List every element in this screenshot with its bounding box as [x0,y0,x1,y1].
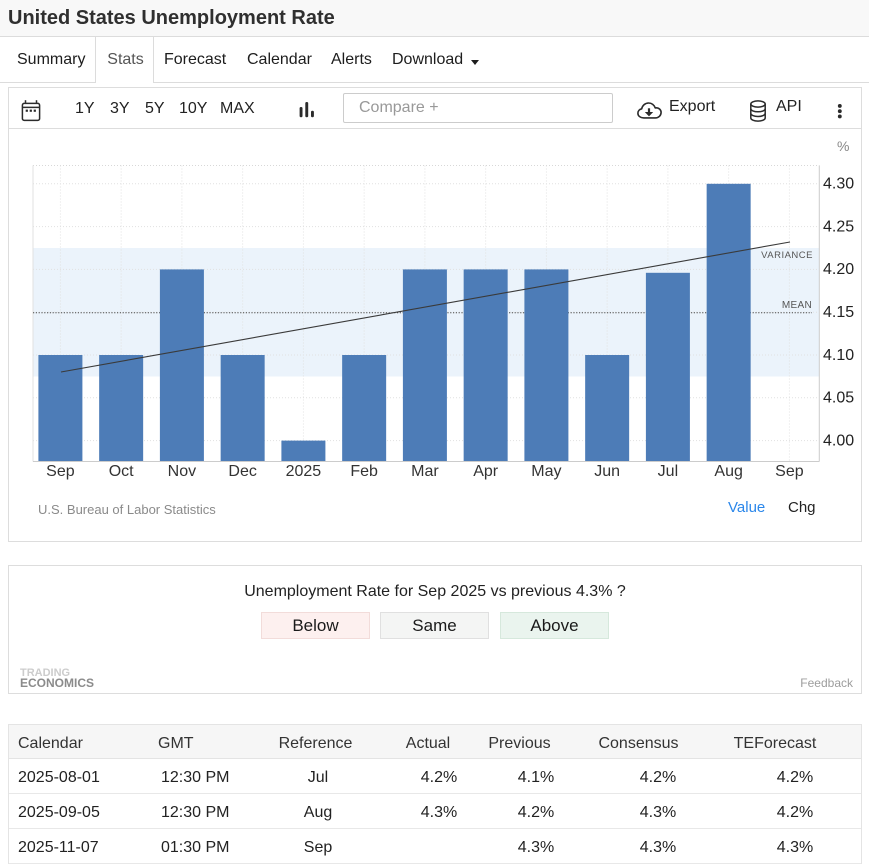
svg-text:Jul: Jul [658,463,678,480]
svg-text:Apr: Apr [473,463,499,480]
svg-text:4.05: 4.05 [823,390,854,407]
svg-text:4.25: 4.25 [823,218,854,235]
svg-text:4.30: 4.30 [823,176,854,193]
svg-text:2025: 2025 [286,463,322,480]
svg-text:VARIANCE: VARIANCE [761,250,813,261]
svg-text:4.20: 4.20 [823,261,854,278]
svg-text:Feb: Feb [350,463,378,480]
svg-text:4.10: 4.10 [823,347,854,364]
svg-text:Aug: Aug [714,463,742,480]
svg-text:Jun: Jun [594,463,620,480]
svg-text:4.15: 4.15 [823,304,854,321]
svg-text:4.00: 4.00 [823,432,854,449]
svg-text:Oct: Oct [109,463,134,480]
svg-text:MEAN: MEAN [782,300,812,311]
svg-text:May: May [531,463,561,480]
svg-text:Dec: Dec [228,463,256,480]
svg-text:Nov: Nov [168,463,196,480]
svg-text:%: % [837,138,849,154]
svg-text:Sep: Sep [775,463,804,480]
svg-text:Sep: Sep [46,463,75,480]
svg-text:Mar: Mar [411,463,439,480]
